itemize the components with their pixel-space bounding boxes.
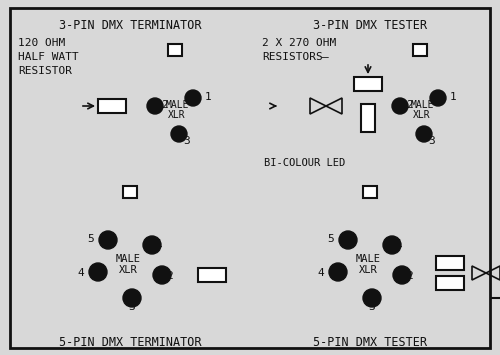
Text: 2: 2 <box>161 100 168 110</box>
Circle shape <box>143 236 161 254</box>
Text: 3: 3 <box>368 302 375 312</box>
Bar <box>363 186 377 198</box>
Bar <box>168 44 182 56</box>
Bar <box>413 44 427 56</box>
Text: MALE: MALE <box>410 100 434 110</box>
Text: XLR: XLR <box>118 265 138 275</box>
Text: XLR: XLR <box>413 110 431 120</box>
Text: RESISTOR: RESISTOR <box>18 66 72 76</box>
Text: 1: 1 <box>396 239 403 249</box>
Text: XLR: XLR <box>168 110 186 120</box>
Text: MALE: MALE <box>165 100 189 110</box>
Circle shape <box>339 231 357 249</box>
Circle shape <box>68 198 192 322</box>
Bar <box>361 104 375 132</box>
Circle shape <box>392 98 408 114</box>
Text: 2 X 270 OHM: 2 X 270 OHM <box>262 38 336 48</box>
Text: 1: 1 <box>205 92 212 102</box>
Text: 5-PIN DMX TERMINATOR: 5-PIN DMX TERMINATOR <box>59 336 201 349</box>
Circle shape <box>171 126 187 142</box>
Text: 5: 5 <box>327 234 334 244</box>
Circle shape <box>147 98 163 114</box>
Bar <box>436 276 464 290</box>
Text: 3: 3 <box>183 136 190 146</box>
Text: —: — <box>322 52 329 62</box>
Text: 5: 5 <box>88 234 94 244</box>
Circle shape <box>308 198 432 322</box>
Text: 1: 1 <box>156 239 163 249</box>
Bar <box>354 77 382 91</box>
Text: 4: 4 <box>77 268 84 278</box>
Text: MALE: MALE <box>356 254 380 264</box>
Circle shape <box>123 289 141 307</box>
Bar <box>98 99 126 113</box>
Circle shape <box>430 90 446 106</box>
Text: 5-PIN DMX TESTER: 5-PIN DMX TESTER <box>313 336 427 349</box>
Text: XLR: XLR <box>358 265 378 275</box>
Text: 1: 1 <box>450 92 457 102</box>
Circle shape <box>185 90 201 106</box>
Text: 4: 4 <box>318 268 324 278</box>
Circle shape <box>416 126 432 142</box>
Text: HALF WATT: HALF WATT <box>18 52 79 62</box>
Circle shape <box>123 56 227 160</box>
Bar <box>436 256 464 270</box>
Text: BI-COLOUR LED: BI-COLOUR LED <box>264 158 345 168</box>
Text: 3-PIN DMX TESTER: 3-PIN DMX TESTER <box>313 19 427 32</box>
Text: MALE: MALE <box>116 254 140 264</box>
Text: 120 OHM: 120 OHM <box>18 38 65 48</box>
Text: 2: 2 <box>406 100 413 110</box>
Text: 2: 2 <box>166 271 173 281</box>
Bar <box>198 268 226 282</box>
Circle shape <box>153 266 171 284</box>
Text: 2: 2 <box>406 271 413 281</box>
Circle shape <box>89 263 107 281</box>
Circle shape <box>363 289 381 307</box>
Text: 3: 3 <box>128 302 135 312</box>
Text: 3-PIN DMX TERMINATOR: 3-PIN DMX TERMINATOR <box>59 19 201 32</box>
Circle shape <box>383 236 401 254</box>
Circle shape <box>368 56 472 160</box>
Circle shape <box>393 266 411 284</box>
Text: 3: 3 <box>428 136 435 146</box>
Bar <box>123 186 137 198</box>
Circle shape <box>99 231 117 249</box>
Text: RESISTORS: RESISTORS <box>262 52 323 62</box>
Circle shape <box>329 263 347 281</box>
